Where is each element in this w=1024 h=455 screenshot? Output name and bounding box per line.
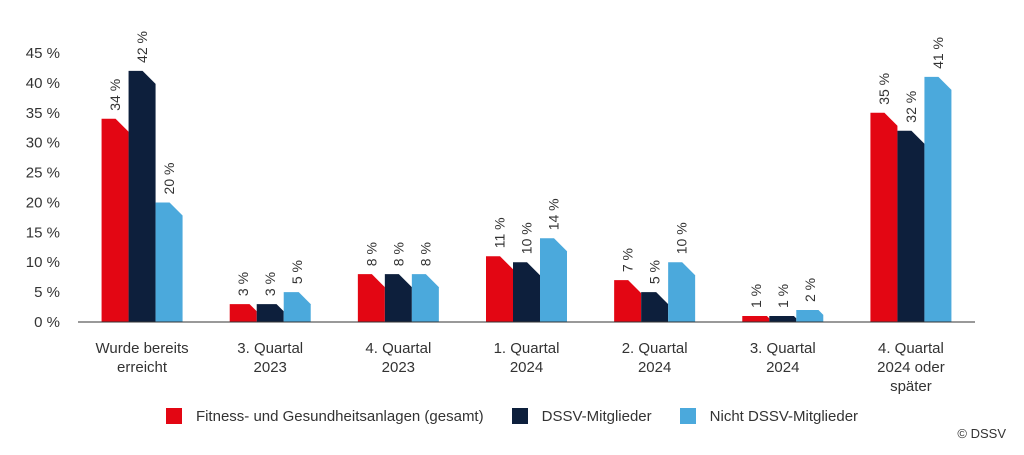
bar-value-label: 3 % <box>262 272 278 296</box>
bar <box>411 274 439 322</box>
legend-swatch-dssv-members <box>511 408 528 424</box>
legend-item-non-dssv-members: Nicht DSSV-Mitglieder <box>679 407 859 425</box>
legend-label-non-dssv-members: Nicht DSSV-Mitglieder <box>709 407 859 425</box>
x-category-label: 3. Quartal 2024 <box>750 340 816 376</box>
legend-label-dssv-members: DSSV-Mitglieder <box>541 407 652 425</box>
bar <box>128 70 156 322</box>
y-tick-label: 45 % <box>26 45 60 62</box>
x-category-label: 2. Quartal 2024 <box>622 340 688 376</box>
bar-value-label: 8 % <box>390 242 406 266</box>
legend-item-dssv-members: DSSV-Mitglieder <box>511 407 652 425</box>
bar <box>540 238 567 322</box>
bar-value-label: 11 % <box>492 217 508 248</box>
bar <box>384 274 412 322</box>
y-tick-label: 30 % <box>26 135 60 152</box>
x-category-label-line: 2024 <box>510 359 543 376</box>
x-category-label: 4. Quartal 2024 oder später <box>877 340 945 395</box>
x-category-label-line: Wurde bereits <box>96 340 189 357</box>
x-category-label-line: 2024 <box>638 359 671 376</box>
y-tick-label: 15 % <box>26 224 60 241</box>
x-category-label-line: 3. Quartal <box>750 340 816 357</box>
x-category-label-line: 3. Quartal <box>237 340 303 357</box>
bar-value-label: 42 % <box>134 31 150 63</box>
legend: Fitness- und Gesundheitsanlagen (gesamt)… <box>0 404 1024 428</box>
bar <box>229 304 257 322</box>
y-tick-label: 5 % <box>34 284 60 301</box>
bar <box>641 292 669 322</box>
bar-value-label: 5 % <box>289 260 305 284</box>
bar <box>513 262 540 322</box>
x-category-label-line: erreicht <box>117 359 168 376</box>
y-tick-label: 35 % <box>26 105 60 122</box>
bar-value-label: 1 % <box>775 284 791 308</box>
bar-value-label: 10 % <box>674 222 690 254</box>
bar <box>668 262 696 322</box>
x-category-label: Wurde bereits erreicht <box>96 340 189 376</box>
bar-value-label: 35 % <box>876 73 892 105</box>
x-category-label-line: 2. Quartal <box>622 340 688 357</box>
bar-value-label: 10 % <box>519 222 535 254</box>
bar-value-label: 8 % <box>417 242 433 266</box>
x-category-label-line: 2023 <box>254 359 287 376</box>
y-tick-label: 0 % <box>34 314 60 331</box>
x-category-label-line: 2023 <box>382 359 415 376</box>
bar <box>897 130 925 322</box>
y-tick-label: 10 % <box>26 254 60 271</box>
bar <box>283 292 311 322</box>
bar-chart: 0 % 5 % 10 % 15 % 20 % 25 % 30 % 35 % 40 % 45 % 34… <box>26 31 975 395</box>
legend-swatch-non-dssv-members <box>679 408 696 424</box>
bar-value-label: 14 % <box>546 198 562 230</box>
y-tick-label: 40 % <box>26 75 60 92</box>
x-category-label: 4. Quartal 2023 <box>365 340 431 376</box>
x-category-label: 3. Quartal 2023 <box>237 340 303 376</box>
bar <box>101 118 129 322</box>
bar <box>769 316 797 322</box>
x-category-label-line: 4. Quartal <box>365 340 431 357</box>
x-category-label-line: 1. Quartal <box>494 340 560 357</box>
bar-value-label: 2 % <box>802 278 818 302</box>
x-category-label: 1. Quartal 2024 <box>494 340 560 376</box>
bar-value-label: 7 % <box>620 248 636 272</box>
bar-value-label: 1 % <box>748 284 764 308</box>
x-category-label-line: 4. Quartal <box>878 340 944 357</box>
copyright-note: © DSSV <box>957 426 1006 441</box>
bar <box>256 304 284 322</box>
bar-value-label: 8 % <box>363 242 379 266</box>
bar <box>870 112 898 323</box>
bar-value-label: 41 % <box>930 37 946 69</box>
bar-value-label: 20 % <box>161 163 177 195</box>
bar-value-label: 32 % <box>903 91 919 123</box>
legend-swatch-fitness <box>165 408 182 424</box>
legend-item-fitness: Fitness- und Gesundheitsanlagen (gesamt) <box>165 407 484 425</box>
bar <box>357 274 385 322</box>
y-tick-label: 20 % <box>26 194 60 211</box>
bar <box>924 76 952 323</box>
x-category-label-line: 2024 oder <box>877 359 945 376</box>
x-category-label-line: später <box>890 378 932 395</box>
bar <box>614 280 642 322</box>
bar <box>155 202 183 322</box>
bar <box>742 316 770 322</box>
bar <box>796 310 824 322</box>
x-category-label-line: 2024 <box>766 359 799 376</box>
bar-value-label: 5 % <box>647 260 663 284</box>
bar <box>486 256 513 322</box>
bar-value-label: 34 % <box>107 79 123 111</box>
bar-value-label: 3 % <box>235 272 251 296</box>
y-tick-label: 25 % <box>26 165 60 182</box>
legend-label-fitness: Fitness- und Gesundheitsanlagen (gesamt) <box>195 407 484 425</box>
